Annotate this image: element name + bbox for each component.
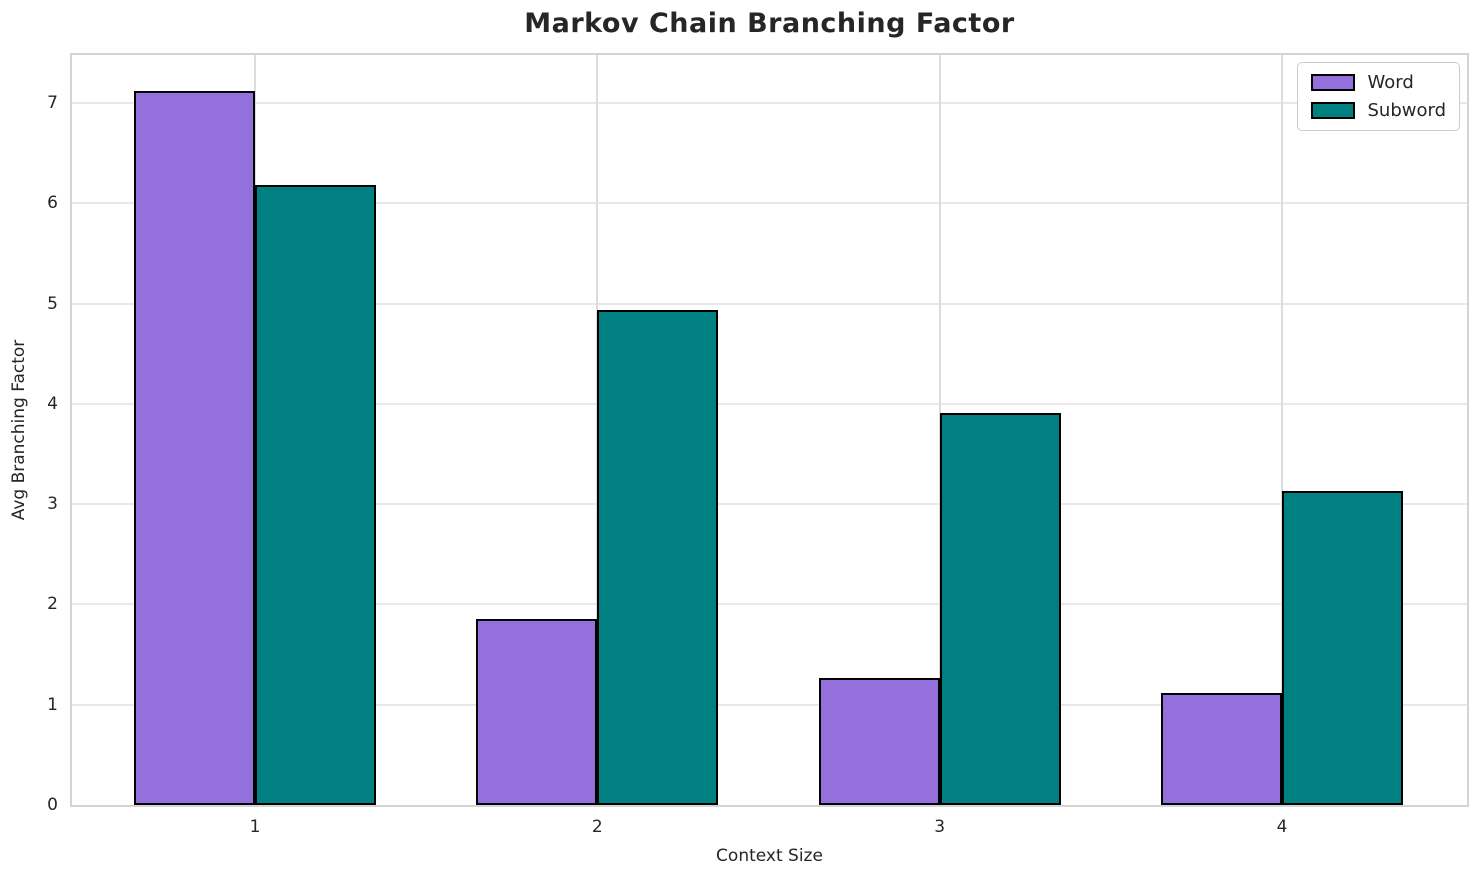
legend-item-subword: Subword bbox=[1311, 100, 1446, 121]
ytick-label-6: 6 bbox=[47, 193, 58, 214]
subword-series-swatch bbox=[1311, 102, 1356, 119]
legend-item-word: Word bbox=[1311, 72, 1446, 93]
ytick-label-2: 2 bbox=[47, 594, 58, 615]
legend: Word Subword bbox=[1297, 62, 1460, 131]
ytick-label-7: 7 bbox=[47, 93, 58, 114]
bar-subword-context-2 bbox=[597, 309, 719, 805]
gridline-y-3 bbox=[72, 503, 1467, 506]
bar-word-context-1 bbox=[134, 91, 255, 805]
legend-label-subword: Subword bbox=[1367, 100, 1446, 121]
gridline-x-4 bbox=[1280, 55, 1283, 805]
ytick-label-0: 0 bbox=[47, 795, 58, 815]
gridline-y-4 bbox=[72, 402, 1467, 405]
bar-subword-context-4 bbox=[1281, 491, 1403, 805]
ytick-label-3: 3 bbox=[47, 494, 58, 515]
gridline-y-5 bbox=[72, 302, 1467, 305]
chart-title: Markov Chain Branching Factor bbox=[524, 8, 1015, 39]
ytick-label-1: 1 bbox=[47, 694, 58, 715]
x-axis-label: Context Size bbox=[716, 846, 823, 866]
xtick-label-1: 1 bbox=[249, 817, 261, 837]
bar-subword-context-3 bbox=[939, 412, 1061, 805]
legend-label-word: Word bbox=[1367, 72, 1414, 93]
bar-word-context-4 bbox=[1160, 692, 1282, 805]
bar-word-context-2 bbox=[476, 618, 598, 805]
xtick-label-4: 4 bbox=[1276, 817, 1288, 837]
xtick-label-3: 3 bbox=[934, 817, 946, 837]
bar-word-context-3 bbox=[818, 677, 940, 805]
bar-subword-context-1 bbox=[255, 185, 376, 805]
plot-inner bbox=[72, 55, 1467, 805]
gridline-y-6 bbox=[72, 202, 1467, 205]
xtick-label-2: 2 bbox=[591, 817, 603, 837]
ytick-label-5: 5 bbox=[47, 293, 58, 314]
gridline-y-1 bbox=[72, 703, 1467, 706]
gridline-y-2 bbox=[72, 603, 1467, 606]
ytick-label-4: 4 bbox=[47, 393, 58, 414]
gridline-y-7 bbox=[72, 102, 1467, 105]
word-series-swatch bbox=[1311, 74, 1356, 91]
plot-area bbox=[70, 53, 1469, 807]
